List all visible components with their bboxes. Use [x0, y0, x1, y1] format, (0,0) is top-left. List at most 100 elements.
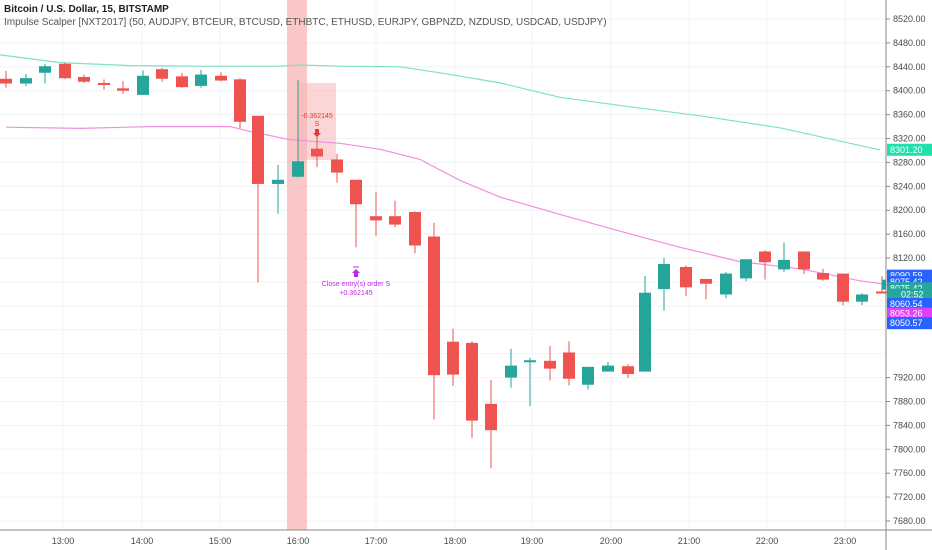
- price-axis[interactable]: 8520.00 8480.00 8440.00 8400.00 8360.00 8320.…: [885, 0, 926, 550]
- candle: [544, 345, 556, 381]
- candle-body: [272, 179, 284, 184]
- price-tick-label: 8120.00: [893, 253, 926, 263]
- candle-body: [778, 259, 790, 270]
- study-title[interactable]: Impulse Scalper [NXT2017] (50, AUDJPY, B…: [4, 17, 607, 28]
- candle-body: [544, 360, 556, 369]
- candle-body: [759, 251, 771, 263]
- price-tick-label: 8320.00: [893, 134, 926, 144]
- price-tag: 8050.57: [887, 317, 932, 330]
- price-tag-label: 8301.20: [890, 145, 923, 155]
- candle: [524, 357, 536, 407]
- candle: [582, 366, 594, 390]
- price-tick-label: 8480.00: [893, 38, 926, 48]
- candle-body: [409, 212, 421, 246]
- time-tick-label: 15:00: [209, 536, 232, 546]
- price-tick-label: 8240.00: [893, 181, 926, 191]
- candle: [272, 164, 284, 214]
- price-tick-label: 8400.00: [893, 86, 926, 96]
- candle: [137, 70, 149, 95]
- candle-body: [234, 79, 246, 122]
- candle-body: [215, 75, 227, 81]
- candle: [563, 341, 575, 386]
- candle-body: [856, 294, 868, 302]
- ma-slow-line: [0, 54, 881, 151]
- time-tick-label: 17:00: [365, 536, 388, 546]
- candle-body: [292, 161, 304, 177]
- price-tag: 8301.20: [887, 143, 932, 156]
- price-tag-bg: [887, 307, 932, 320]
- sell-arrow-icon: [313, 129, 321, 137]
- candle-body: [137, 75, 149, 95]
- price-tick-label: 7920.00: [893, 373, 926, 383]
- price-tag-label: 8090.59: [890, 271, 923, 281]
- time-tick-label: 19:00: [521, 536, 544, 546]
- candle-body: [817, 272, 829, 280]
- candle: [389, 200, 401, 227]
- price-tag-bg: [887, 298, 932, 311]
- entry-side-label: S: [315, 121, 320, 128]
- time-tick-label: 14:00: [131, 536, 154, 546]
- chart-legend: Bitcoin / U.S. Dollar, 15, BITSTAMP Impu…: [4, 3, 607, 29]
- close-label: Close entry(s) order S: [322, 281, 391, 288]
- candle: [98, 79, 110, 90]
- candle-body: [311, 148, 323, 157]
- signal-band: [287, 0, 307, 530]
- candle-body: [428, 236, 440, 376]
- candle-body: [156, 69, 168, 79]
- candle-body: [0, 78, 12, 84]
- candle-body: [740, 259, 752, 279]
- candle-body: [98, 82, 110, 85]
- candle: [195, 69, 207, 88]
- candle: [658, 258, 670, 311]
- candle: [720, 271, 732, 299]
- candle-body: [350, 179, 362, 205]
- close-profit-label: +0.362145: [339, 290, 372, 297]
- candle: [817, 268, 829, 281]
- candle: [292, 79, 304, 178]
- time-tick-label: 18:00: [444, 536, 467, 546]
- price-tick-label: 8360.00: [893, 110, 926, 120]
- price-tick-label: 8520.00: [893, 14, 926, 24]
- candle: [39, 63, 51, 84]
- candle: [370, 191, 382, 236]
- candle-body: [389, 216, 401, 225]
- candle: [602, 362, 614, 372]
- price-tag-bg: [887, 317, 932, 330]
- time-tick-label: 20:00: [600, 536, 623, 546]
- price-tick-label: 7760.00: [893, 468, 926, 478]
- candle-body: [20, 78, 32, 84]
- candle: [680, 265, 692, 297]
- candle: [759, 250, 771, 280]
- price-tag-bg: [887, 143, 932, 156]
- candle: [428, 222, 440, 420]
- price-tick-label: 7880.00: [893, 396, 926, 406]
- chart-grid: [0, 0, 886, 530]
- candle-body: [524, 360, 536, 363]
- symbol-title[interactable]: Bitcoin / U.S. Dollar, 15, BITSTAMP: [4, 4, 169, 15]
- price-tick-label: 7840.00: [893, 420, 926, 430]
- candle-body: [59, 63, 71, 79]
- time-axis[interactable]: 13:00 14:00 15:00 16:00 17:00 18:00 19:00 20:00…: [0, 529, 932, 546]
- candle: [409, 211, 421, 254]
- candle: [485, 379, 497, 469]
- time-tick-label: 13:00: [52, 536, 75, 546]
- candle-body: [505, 365, 517, 378]
- candle: [156, 68, 168, 82]
- moving-average-lines: [0, 54, 891, 286]
- candle: [505, 348, 517, 388]
- price-tag-label: 8075.42: [890, 283, 923, 293]
- candle-body: [331, 159, 343, 173]
- candle-body: [680, 267, 692, 288]
- candle-body: [466, 342, 478, 421]
- price-tick-label: 7720.00: [893, 492, 926, 502]
- candle: [622, 364, 634, 379]
- candle: [215, 72, 227, 82]
- candle-body: [639, 292, 651, 372]
- price-tick-label: 8440.00: [893, 62, 926, 72]
- candle: [20, 73, 32, 86]
- candle-body: [876, 291, 888, 294]
- candle-body: [176, 76, 188, 88]
- candle: [176, 72, 188, 88]
